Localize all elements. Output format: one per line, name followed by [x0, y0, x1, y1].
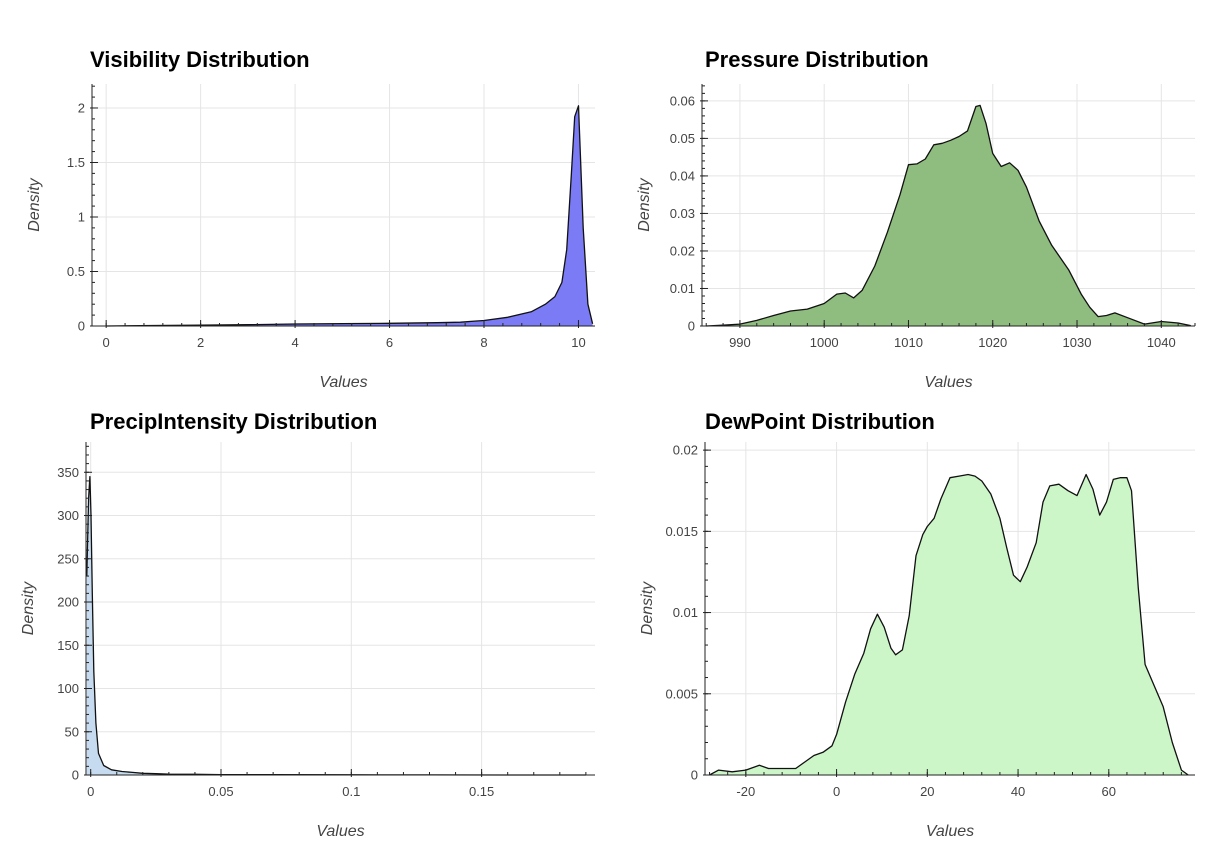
chart-title: Pressure Distribution: [705, 47, 929, 72]
y-tick-label: 0.005: [665, 686, 698, 701]
y-tick-label: 0.015: [665, 524, 698, 539]
y-tick-label: 250: [57, 551, 79, 566]
y-tick-label: 0.01: [670, 281, 695, 296]
density-area: [106, 105, 593, 326]
x-tick-label: 0.1: [342, 784, 360, 799]
y-axis-label: Density: [20, 581, 37, 635]
y-tick-label: 1.5: [67, 155, 85, 170]
density-area: [709, 474, 1189, 775]
x-tick-label: 0.05: [208, 784, 233, 799]
y-tick-label: 150: [57, 638, 79, 653]
y-tick-label: 300: [57, 508, 79, 523]
y-axis-label: Density: [636, 177, 653, 231]
y-tick-label: 2: [78, 100, 85, 115]
chart-title: DewPoint Distribution: [705, 409, 935, 434]
x-tick-label: 990: [729, 335, 751, 350]
density-area: [706, 105, 1191, 327]
y-tick-label: 1: [78, 209, 85, 224]
density-line: [706, 104, 1191, 327]
x-tick-label: 2: [197, 335, 204, 350]
x-axis-label: Values: [319, 374, 367, 391]
panel-visibility: Visibility Distribution 0 2 4 6 8 10 0 0.5 1 1.5 2…: [0, 0, 616, 428]
chart-visibility: 0 2 4 6 8 10 0 0.5 1 1.5 2 Values Density: [26, 84, 595, 391]
x-tick-label: 1040: [1147, 335, 1176, 350]
x-tick-label: 0: [103, 335, 110, 350]
x-tick-label: 4: [291, 335, 298, 350]
y-tick-label: 50: [65, 724, 79, 739]
y-tick-label: 0.04: [670, 168, 695, 183]
x-tick-label: 20: [920, 784, 934, 799]
x-tick-label: -20: [736, 784, 755, 799]
y-tick-label: 0.01: [673, 605, 698, 620]
y-tick-label: 0.02: [670, 243, 695, 258]
panel-pressure: Pressure Distribution 990 1000 1010 1020 103…: [616, 0, 1232, 428]
y-tick-label: 0.02: [673, 443, 698, 458]
x-tick-label: 60: [1102, 784, 1116, 799]
y-tick-label: 0: [72, 768, 79, 783]
chart-dewpoint: -20 0 20 40 60 0 0.005 0.01 0.015 0.02 Values Densi…: [639, 442, 1195, 840]
x-tick-label: 40: [1011, 784, 1025, 799]
x-tick-label: 1020: [978, 335, 1007, 350]
y-tick-label: 100: [57, 681, 79, 696]
y-tick-label: 0: [688, 319, 695, 334]
density-area: [86, 476, 586, 775]
chart-pressure: 990 1000 1010 1020 1030 1040 0 0.01 0.02 0.03 0.04…: [636, 84, 1196, 391]
y-tick-label: 0.03: [670, 206, 695, 221]
density-line: [709, 473, 1189, 776]
x-tick-label: 10: [571, 335, 585, 350]
y-tick-label: 0: [78, 319, 85, 334]
x-tick-label: 8: [480, 335, 487, 350]
x-tick-label: 0.15: [469, 784, 494, 799]
x-tick-label: 0: [833, 784, 840, 799]
x-axis-label: Values: [924, 374, 972, 391]
density-line: [86, 475, 586, 776]
x-tick-label: 1030: [1063, 335, 1092, 350]
x-tick-label: 6: [386, 335, 393, 350]
y-tick-label: 0.5: [67, 264, 85, 279]
y-axis-label: Density: [26, 177, 43, 231]
x-axis-label: Values: [926, 823, 974, 840]
x-axis-label: Values: [316, 823, 364, 840]
chart-title: PrecipIntensity Distribution: [90, 409, 378, 434]
x-tick-label: 0: [87, 784, 94, 799]
y-tick-label: 0.06: [670, 93, 695, 108]
y-tick-label: 200: [57, 595, 79, 610]
y-tick-label: 350: [57, 465, 79, 480]
chart-precip: 0 0.05 0.1 0.15 0 50 100 150 200 250 300 350 Values D…: [20, 442, 595, 840]
x-tick-label: 1000: [810, 335, 839, 350]
x-tick-label: 1010: [894, 335, 923, 350]
y-tick-label: 0.05: [670, 131, 695, 146]
y-axis-label: Density: [639, 581, 656, 635]
panel-precip: PrecipIntensity Distribution 0 0.05 0.1 0.1…: [0, 409, 616, 856]
chart-title: Visibility Distribution: [90, 47, 310, 72]
density-line: [106, 105, 594, 327]
y-tick-label: 0: [691, 768, 698, 783]
panel-dewpoint: DewPoint Distribution -20 0 20 40 60 0 0.005 0.…: [616, 409, 1232, 856]
